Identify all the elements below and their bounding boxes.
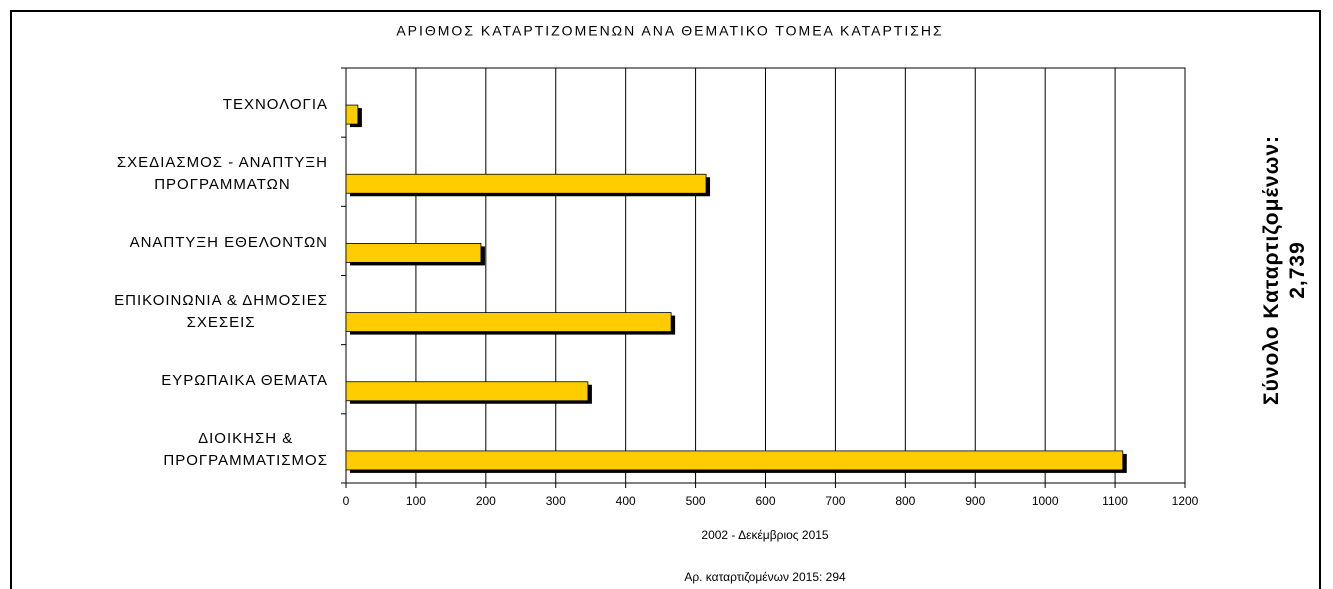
bar — [345, 450, 1124, 471]
x-tick-label: 600 — [755, 494, 775, 508]
bar — [345, 381, 589, 402]
x-tick-label: 1100 — [1102, 494, 1128, 508]
x-tick-label: 1200 — [1172, 494, 1199, 508]
chart-frame — [10, 10, 1321, 589]
chart-title: ΑΡΙΘΜΟΣ ΚΑΤΑΡΤΙΖΟΜΕΝΩΝ ΑΝΑ ΘΕΜΑΤΙΚΟ ΤΟΜΕ… — [396, 23, 943, 39]
x-tick-label: 800 — [895, 494, 915, 508]
x-tick-label: 400 — [616, 494, 636, 508]
x-tick-label: 1000 — [1032, 494, 1059, 508]
bar — [345, 243, 482, 263]
y-tick-label: ΣΧΕΔΙΑΣΜΟΣ - ΑΝΑΠΤΥΞΗ ΠΡΟΓΡΑΜΜΑΤΩΝ — [116, 153, 328, 193]
x-tick-label: 0 — [343, 494, 350, 508]
y-tick-label: ΔΙΟΙΚΗΣΗ & ΠΡΟΓΡΑΜΜΑΤΙΣΜΟΣ — [163, 430, 328, 470]
y-tick-label: ΑΝΑΠΤΥΞΗ ΕΘΕΛΟΝΤΩΝ — [129, 233, 328, 251]
bar — [345, 173, 707, 194]
bar — [345, 104, 359, 125]
y-tick-label: ΕΥΡΩΠΑΙΚΑ ΘΕΜΑΤΑ — [161, 372, 328, 390]
x-tick-label: 700 — [825, 494, 845, 508]
y-tick-label: ΕΠΙΚΟΙΝΩΝΙΑ & ΔΗΜΟΣΙΕΣ ΣΧΕΣΕΙΣ — [114, 292, 328, 332]
x-tick-label: 300 — [546, 494, 566, 508]
bar — [345, 312, 672, 332]
x-tick-label: 200 — [476, 494, 496, 508]
x-tick-label: 100 — [406, 494, 426, 508]
annotation: Αρ. καταρτιζομένων 2015: 294 — [684, 570, 846, 584]
side-annotation: Σύνολο Καταρτιζομένων: 2,739 — [1260, 134, 1309, 406]
y-tick-label: ΤΕΧΝΟΛΟΓΙΑ — [222, 95, 328, 113]
x-tick-label: 500 — [686, 494, 706, 508]
x-axis-label: 2002 - Δεκέμβριος 2015 — [701, 528, 829, 542]
x-tick-label: 900 — [965, 494, 985, 508]
